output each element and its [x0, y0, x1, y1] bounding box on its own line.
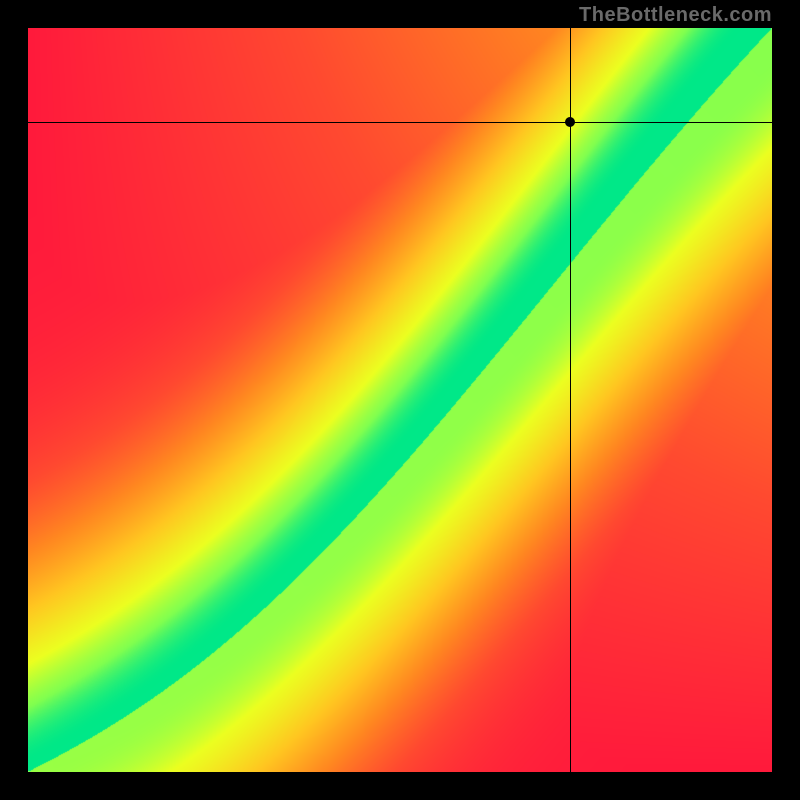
watermark-text: TheBottleneck.com [579, 4, 772, 27]
chart-container: { "meta": { "watermark_text": "TheBottle… [0, 0, 800, 800]
crosshair-horizontal [28, 122, 772, 123]
bottleneck-heatmap [28, 28, 772, 772]
crosshair-vertical [570, 28, 571, 772]
